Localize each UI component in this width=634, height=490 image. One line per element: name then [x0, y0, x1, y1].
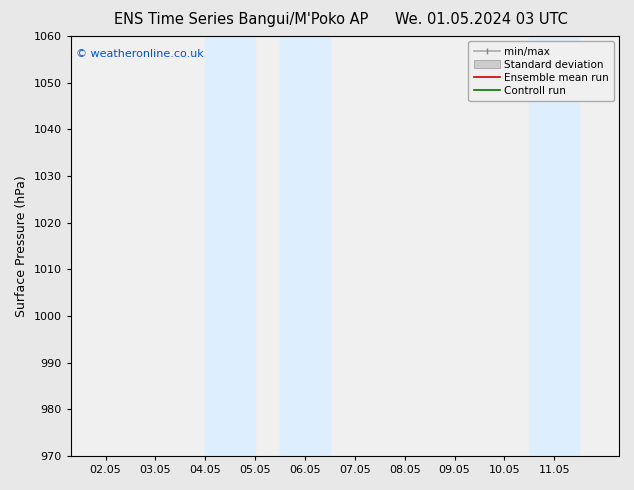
Text: © weatheronline.co.uk: © weatheronline.co.uk [76, 49, 204, 59]
Text: We. 01.05.2024 03 UTC: We. 01.05.2024 03 UTC [396, 12, 568, 27]
Text: ENS Time Series Bangui/M'Poko AP: ENS Time Series Bangui/M'Poko AP [113, 12, 368, 27]
Bar [280, 36, 330, 456]
Y-axis label: Surface Pressure (hPa): Surface Pressure (hPa) [15, 175, 28, 317]
Bar [529, 36, 579, 456]
Bar [205, 36, 255, 456]
Legend: min/max, Standard deviation, Ensemble mean run, Controll run: min/max, Standard deviation, Ensemble me… [469, 41, 614, 101]
